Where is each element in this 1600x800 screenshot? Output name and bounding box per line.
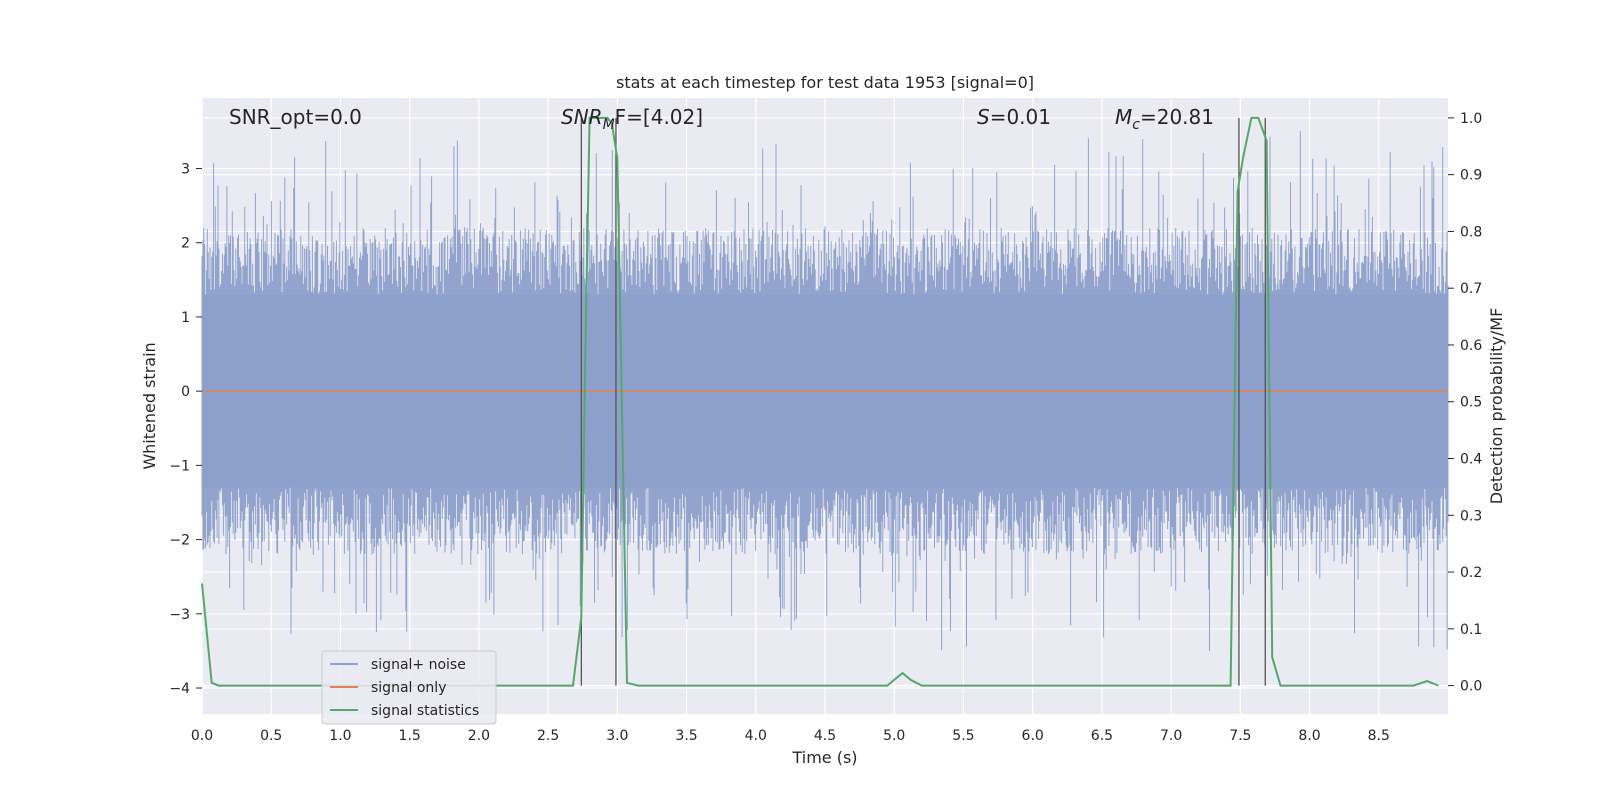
y-axis-label-right: Detection probability/MF	[1487, 308, 1506, 505]
x-tick-label: 1.5	[399, 728, 421, 744]
x-tick-label: 6.5	[1091, 728, 1113, 744]
annotation-mc: Mc=20.81	[1115, 105, 1214, 133]
y-right-tick-label: 0.9	[1460, 168, 1482, 184]
y-tick-label: −1	[169, 458, 190, 474]
y-ticks-right: 0.0 0.1 0.2 0.3 0.4 0.5 0.6 0.7 0.8 0.9 1.0	[1448, 111, 1482, 695]
signal-statistics-line	[201, 116, 1439, 687]
legend-label-noise: signal+ noise	[371, 657, 466, 673]
mc-var: M	[1115, 105, 1132, 129]
y-right-tick-label: 0.7	[1460, 281, 1482, 297]
y-tick-label: 0	[181, 384, 190, 400]
legend-label-stats: signal statistics	[371, 703, 479, 719]
y-tick-label: −3	[169, 607, 190, 623]
y-ticks-left: −4 −3 −2 −1 0 1 2 3	[169, 162, 202, 697]
legend-label-signal: signal only	[371, 680, 446, 696]
y-axis-label: Whitened strain	[140, 342, 159, 469]
x-tick-label: 8.0	[1298, 728, 1320, 744]
x-tick-label: 4.0	[745, 728, 767, 744]
y-right-tick-label: 0.4	[1460, 452, 1482, 468]
x-tick-label: 0.0	[191, 728, 213, 744]
mc-rest: =20.81	[1140, 105, 1214, 129]
annotation-snr-mf: SNRMF=[4.02]	[561, 105, 703, 133]
x-axis-label: Time (s)	[791, 748, 857, 767]
y-right-tick-label: 0.0	[1460, 679, 1482, 695]
y-right-tick-label: 0.8	[1460, 224, 1482, 240]
x-tick-label: 7.5	[1229, 728, 1251, 744]
annotation-snr-opt: SNR_opt=0.0	[229, 105, 362, 129]
chart-title: stats at each timestep for test data 195…	[616, 73, 1034, 92]
signal-statistics-series	[201, 116, 1439, 687]
x-tick-label: 5.5	[952, 728, 974, 744]
x-tick-label: 2.0	[468, 728, 490, 744]
mc-sub: c	[1132, 117, 1140, 133]
legend-box	[321, 650, 497, 725]
y-tick-label: 1	[181, 310, 190, 326]
legend: signal+ noise signal only signal statist…	[321, 650, 497, 725]
x-tick-label: 4.5	[814, 728, 836, 744]
x-tick-label: 6.0	[1022, 728, 1044, 744]
x-ticks: 0.0 0.5 1.0 1.5 2.0 2.5 3.0 3.5 4.0 4.5 5.0 5.5 6.0 6…	[191, 728, 1390, 744]
snr-mf-main: SNR	[561, 105, 603, 129]
y-tick-label: 3	[181, 162, 190, 178]
y-right-tick-label: 0.1	[1460, 622, 1482, 638]
x-tick-label: 7.0	[1160, 728, 1182, 744]
y-right-tick-label: 0.3	[1460, 508, 1482, 524]
snr-mf-rest: F=[4.02]	[615, 105, 703, 129]
s-var: S	[977, 105, 990, 129]
x-tick-label: 5.0	[883, 728, 905, 744]
y-tick-label: 2	[181, 236, 190, 252]
annotation-s: S=0.01	[977, 105, 1051, 129]
y-tick-label: −4	[169, 681, 190, 697]
x-tick-label: 3.5	[675, 728, 697, 744]
x-tick-label: 0.5	[260, 728, 282, 744]
s-rest: =0.01	[990, 105, 1051, 129]
y-tick-label: −2	[169, 533, 190, 549]
y-right-tick-label: 0.2	[1460, 565, 1482, 581]
y-right-tick-label: 1.0	[1460, 111, 1482, 127]
x-tick-label: 2.5	[537, 728, 559, 744]
x-tick-label: 3.0	[606, 728, 628, 744]
y-right-tick-label: 0.5	[1460, 395, 1482, 411]
x-tick-label: 8.5	[1368, 728, 1390, 744]
x-tick-label: 1.0	[329, 728, 351, 744]
snr-mf-sub: M	[603, 117, 615, 133]
y-right-tick-label: 0.6	[1460, 338, 1482, 354]
